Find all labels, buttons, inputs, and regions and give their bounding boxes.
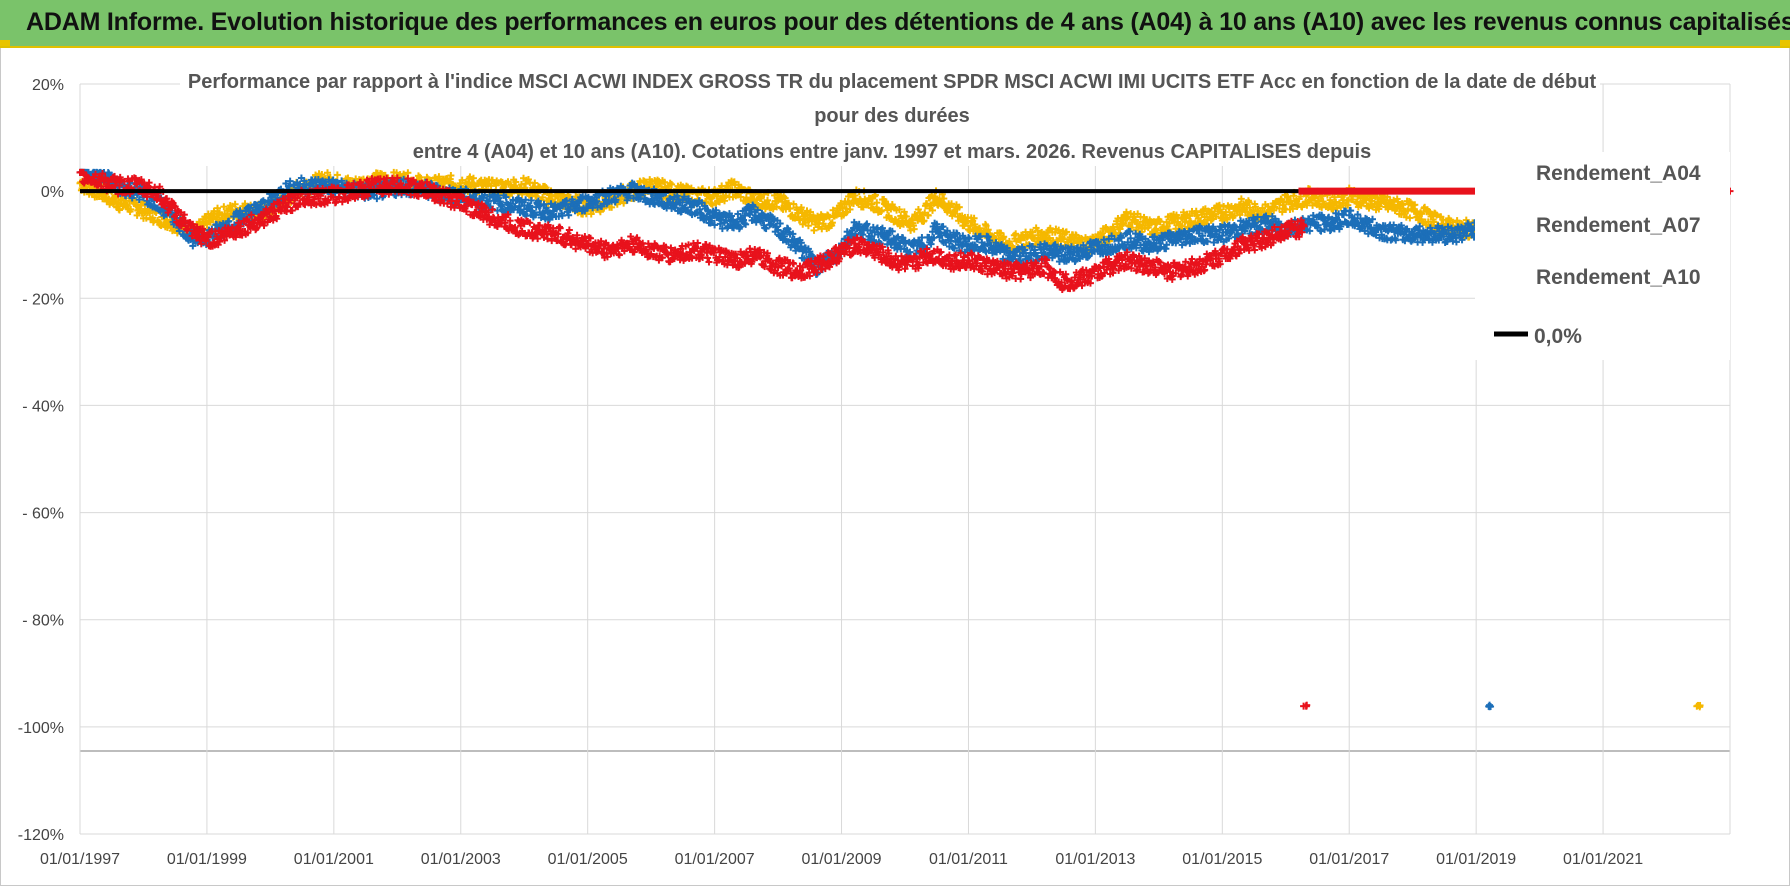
y-tick-label: -120% (18, 827, 64, 844)
point-Rendement_A04 (146, 209, 154, 217)
point-Rendement_A04 (142, 214, 150, 222)
point-Rendement_A04 (447, 172, 455, 180)
point-Rendement_A04 (466, 173, 474, 181)
corner-accent-right (1780, 40, 1790, 46)
y-tick-label: - 40% (22, 398, 64, 415)
x-axis-ticks: 01/01/1997 01/01/1999 01/01/2001 01/01/2003… (40, 851, 1643, 868)
corner-accent-left (0, 40, 10, 46)
header-banner: ADAM Informe. Evolution historique des p… (0, 0, 1790, 48)
y-tick-label: 20% (32, 77, 64, 94)
data-points (76, 168, 1734, 711)
point-Rendement_A04 (458, 176, 466, 184)
y-tick-label: -100% (18, 720, 64, 737)
point-Rendement_A04 (318, 171, 326, 179)
x-tick-label: 01/01/2015 (1182, 851, 1262, 868)
x-tick-label: 01/01/2019 (1436, 851, 1516, 868)
y-axis-ticks: 20% 0% - 20% - 40% - 60% - 80% -100% -120% (18, 77, 64, 844)
x-tick-label: 01/01/2003 (421, 851, 501, 868)
point-Rendement_A04 (115, 206, 123, 214)
y-tick-label: - 80% (22, 613, 64, 630)
point-Rendement_A04 (333, 171, 341, 179)
x-tick-label: 01/01/1997 (40, 851, 120, 868)
y-tick-label: 0% (41, 184, 64, 201)
x-tick-label: 01/01/2013 (1055, 851, 1135, 868)
point-Rendement_A04 (220, 203, 228, 211)
x-tick-label: 01/01/2011 (929, 851, 1008, 868)
x-tick-label: 01/01/2021 (1563, 851, 1643, 868)
point-Rendement_A04 (127, 205, 135, 213)
point-Rendement_A04 (112, 194, 120, 202)
page-title: ADAM Informe. Evolution historique des p… (26, 8, 1790, 36)
y-tick-label: - 20% (22, 291, 64, 308)
x-tick-label: 01/01/2001 (294, 851, 374, 868)
point-Rendement_A10 (288, 207, 296, 215)
y-tick-label: - 60% (22, 506, 64, 523)
x-tick-label: 01/01/2007 (675, 851, 755, 868)
point-Rendement_A04 (469, 174, 477, 182)
point-Rendement_A04 (324, 169, 331, 177)
point-Rendement_A04 (241, 200, 249, 208)
x-tick-label: 01/01/2017 (1309, 851, 1389, 868)
x-tick-label: 01/01/2009 (801, 851, 881, 868)
x-tick-label: 01/01/2005 (548, 851, 628, 868)
x-tick-label: 01/01/1999 (167, 851, 247, 868)
